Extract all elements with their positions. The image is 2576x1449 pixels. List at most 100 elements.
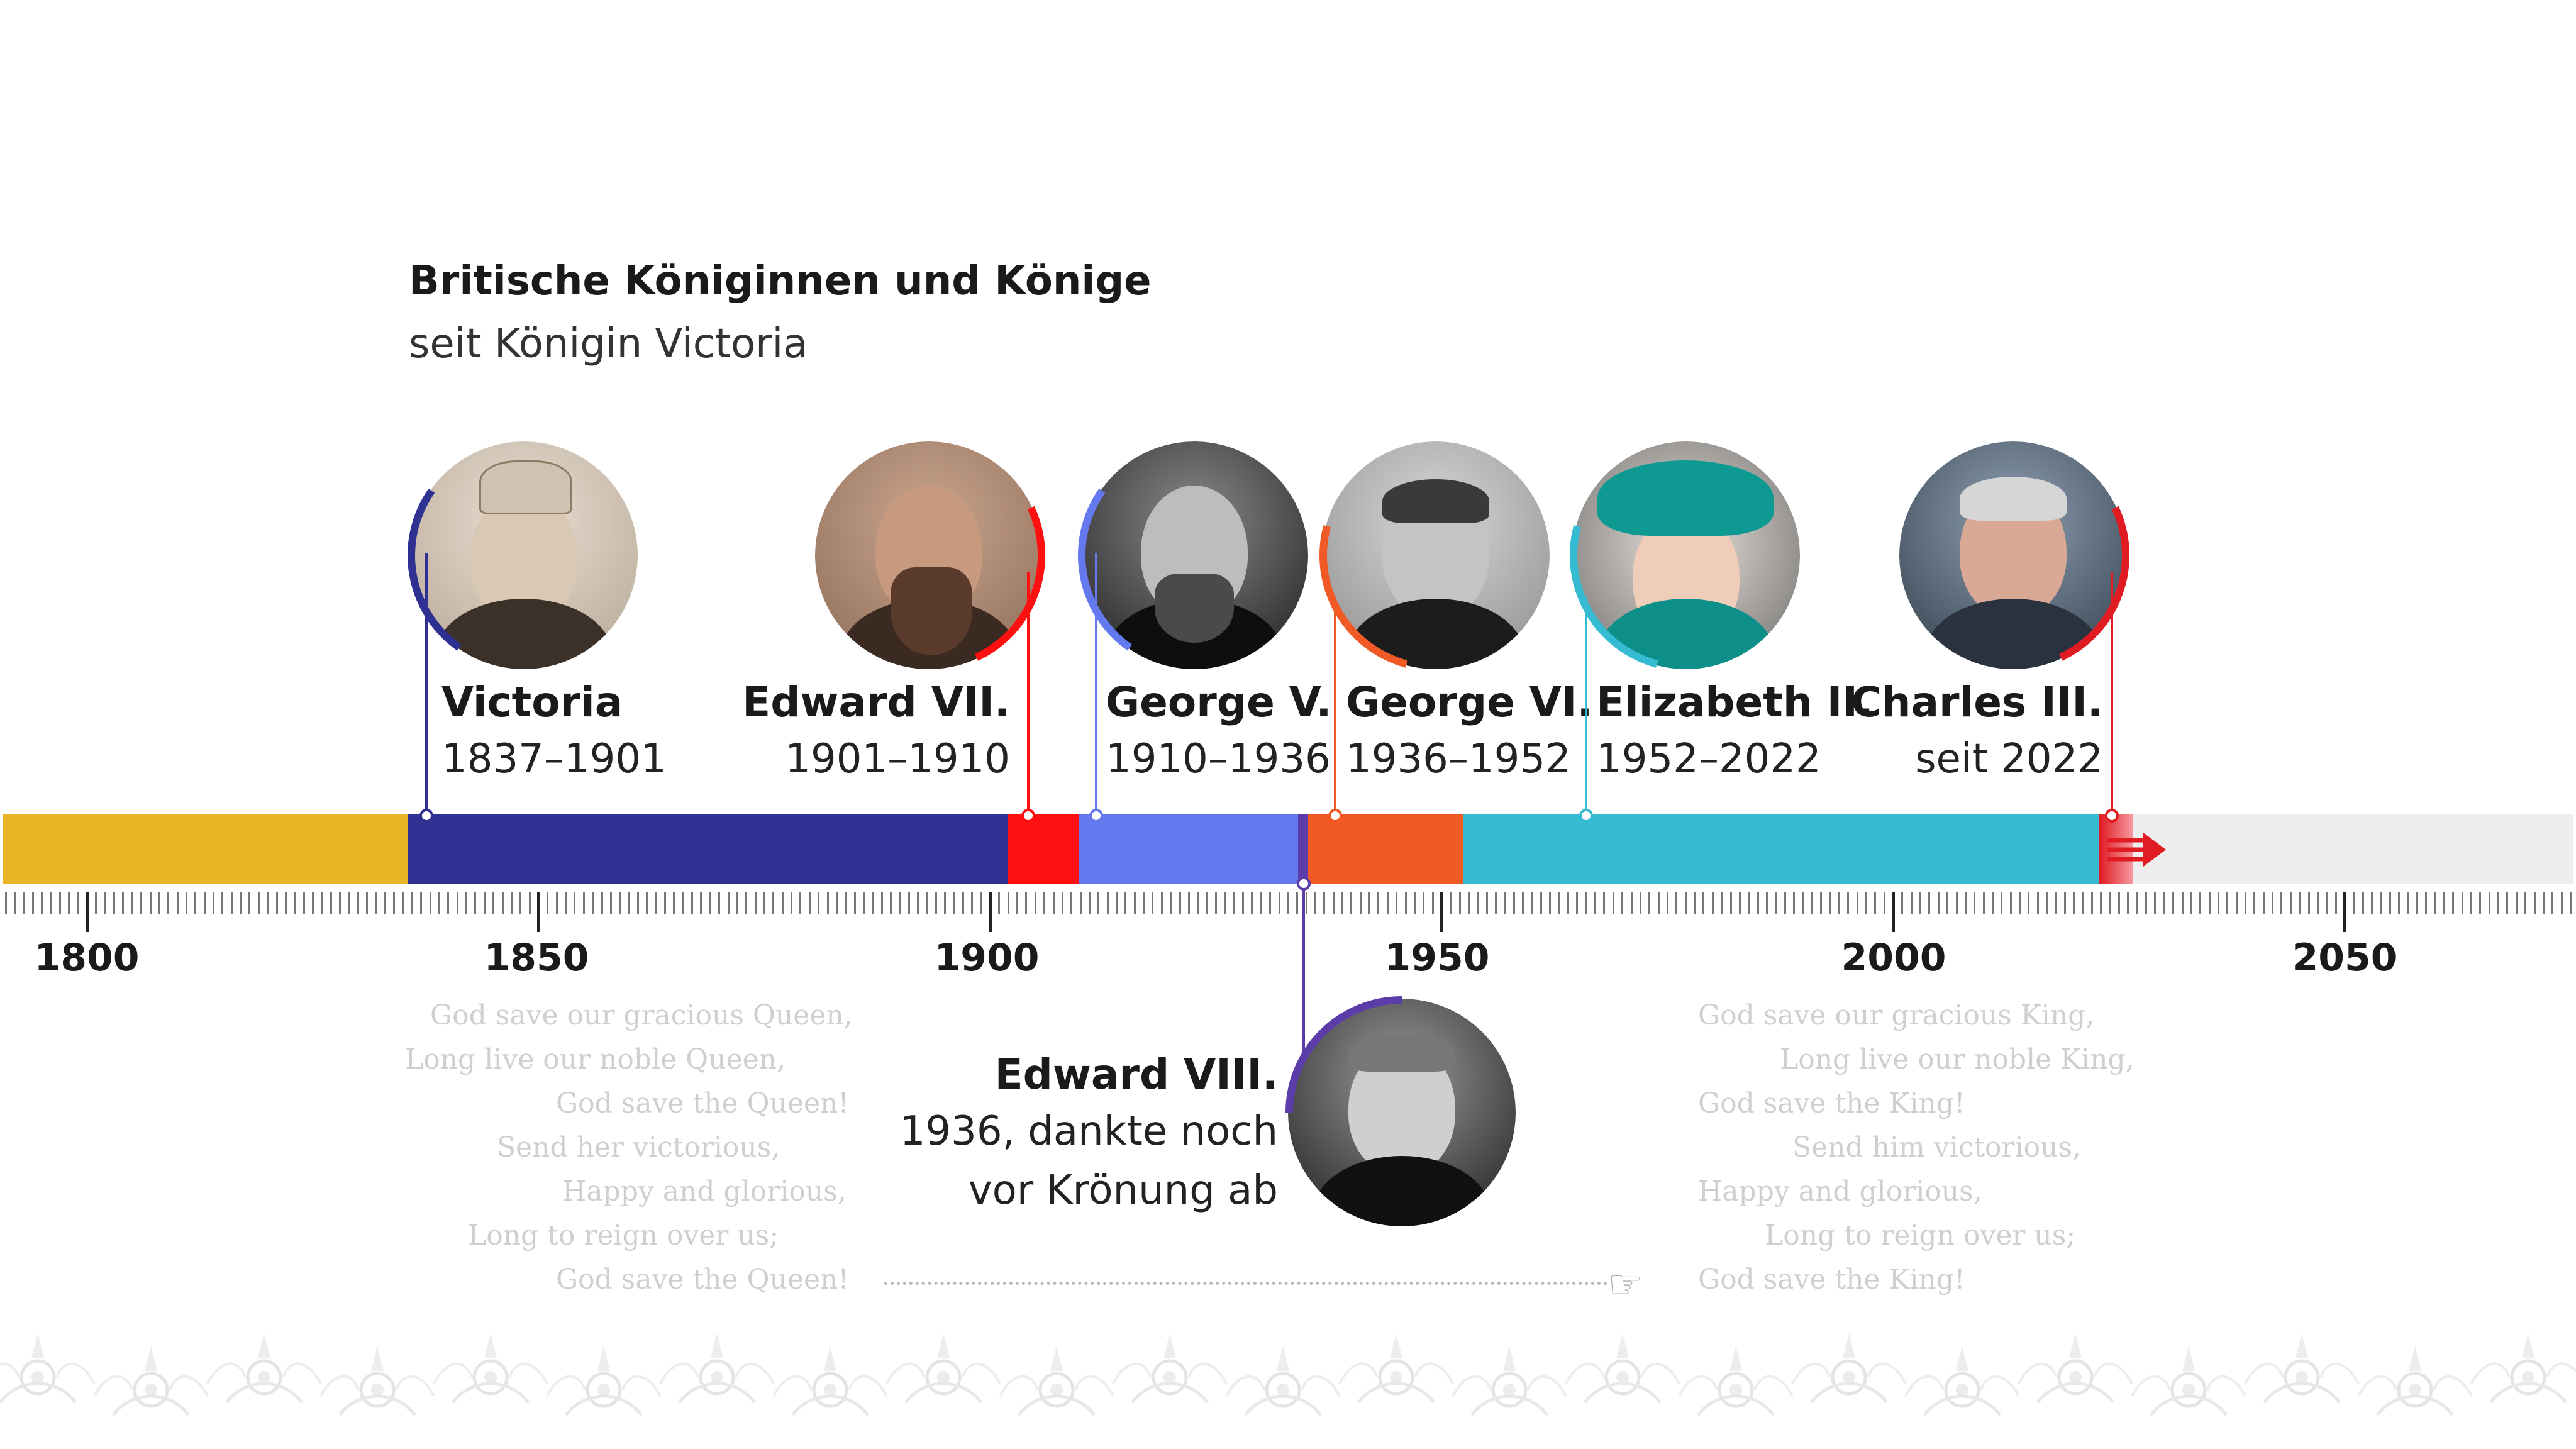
axis-tick <box>2009 892 2012 914</box>
axis-tick <box>2199 892 2202 914</box>
axis-tick <box>456 892 458 914</box>
axis-tick <box>2551 892 2554 914</box>
monarch-years-charles-iii: seit 2022 <box>1915 736 2103 782</box>
axis-tick <box>989 892 992 932</box>
axis-tick <box>1016 892 1019 914</box>
axis-label-2000: 2000 <box>1841 936 1946 980</box>
portrait-elizabeth-ii <box>1572 441 1800 669</box>
axis-tick <box>1025 892 1028 914</box>
axis-tick <box>1784 892 1786 914</box>
axis-tick <box>1088 892 1091 914</box>
connector-george-vi <box>1334 597 1336 815</box>
axis-tick <box>1765 892 1768 914</box>
axis-tick <box>1955 892 1958 914</box>
axis-tick <box>853 892 856 914</box>
axis-tick <box>818 892 820 914</box>
axis-tick <box>492 892 495 914</box>
axis-tick <box>2299 892 2301 914</box>
axis-tick <box>2515 892 2518 914</box>
monarch-years-edward-viii-line2: vor Krönung ab <box>968 1167 1278 1214</box>
reign-bar-edward-vii <box>1008 814 1079 884</box>
axis-tick <box>1639 892 1641 914</box>
timeline-dot-victoria <box>419 809 433 823</box>
axis-tick <box>1287 892 1289 914</box>
axis-tick <box>1775 892 1777 914</box>
axis-tick <box>2362 892 2364 914</box>
axis-tick <box>2245 892 2247 914</box>
portrait-arc-edward-viii <box>1237 948 1567 1277</box>
axis-tick <box>2524 892 2527 914</box>
axis-tick <box>682 892 684 914</box>
axis-tick <box>23 892 25 914</box>
portrait-charles-iii <box>1899 441 2127 669</box>
axis-tick <box>1928 892 1931 914</box>
axis-tick <box>2353 892 2355 914</box>
anthem-queen-line-5: Happy and glorious, <box>562 1175 847 1208</box>
axis-tick <box>86 892 89 932</box>
axis-tick <box>420 892 423 914</box>
axis-tick <box>1160 892 1163 914</box>
axis-tick <box>1450 892 1452 914</box>
axis-tick <box>574 892 576 914</box>
axis-tick <box>1793 892 1796 914</box>
axis-tick <box>294 892 296 914</box>
connector-george-v <box>1095 553 1097 815</box>
monarch-years-george-vi: 1936–1952 <box>1346 736 1571 782</box>
reign-bar-george-vi <box>1308 814 1463 884</box>
axis-tick <box>1206 892 1208 914</box>
axis-tick <box>1621 892 1624 914</box>
axis-tick <box>1757 892 1759 914</box>
axis-tick <box>1829 892 1831 914</box>
axis-tick <box>203 892 206 914</box>
axis-tick <box>2542 892 2545 914</box>
monarch-name-george-v: George V. <box>1106 678 1332 726</box>
axis-tick <box>230 892 233 914</box>
anthem-queen-line-1: God save our gracious Queen, <box>430 999 853 1031</box>
axis-tick <box>1847 892 1850 914</box>
diagram-subtitle: seit Königin Victoria <box>409 321 808 367</box>
axis-tick <box>1133 892 1136 914</box>
portrait-arc-george-vi <box>1277 396 1595 714</box>
axis-tick <box>1296 892 1299 914</box>
portrait-victoria <box>410 441 638 669</box>
axis-tick <box>1124 892 1127 914</box>
monarch-years-victoria: 1837–1901 <box>441 736 667 782</box>
timeline-dot-edward-viii <box>1297 877 1311 891</box>
axis-tick <box>754 892 757 914</box>
axis-tick <box>592 892 594 914</box>
connector-edward-vii <box>1027 572 1030 815</box>
axis-tick <box>2172 892 2175 914</box>
pointing-hand-icon: ☞ <box>1607 1262 1644 1308</box>
axis-tick <box>1504 892 1506 914</box>
axis-tick <box>872 892 874 914</box>
axis-tick <box>2001 892 2003 914</box>
reign-bar-george-v <box>1079 814 1298 884</box>
axis-tick <box>1052 892 1055 914</box>
axis-tick <box>1260 892 1262 914</box>
monarch-name-elizabeth-ii: Elizabeth II. <box>1596 678 1874 726</box>
axis-tick <box>1034 892 1036 914</box>
axis-tick <box>1702 892 1705 914</box>
axis-tick <box>2181 892 2184 914</box>
axis-tick <box>2063 892 2066 914</box>
axis-tick <box>890 892 892 914</box>
axis-tick <box>1811 892 1813 914</box>
axis-tick <box>700 892 702 914</box>
axis-tick <box>2028 892 2030 914</box>
axis-tick <box>1179 892 1181 914</box>
axis-tick <box>1576 892 1579 914</box>
axis-tick <box>167 892 170 914</box>
axis-tick <box>1820 892 1823 914</box>
anthem-queen-line-6: Long to reign over us; <box>468 1219 779 1252</box>
axis-tick <box>321 892 323 914</box>
axis-tick <box>2208 892 2211 914</box>
axis-tick <box>601 892 603 914</box>
axis-tick <box>474 892 477 914</box>
anthem-queen-line-3: God save the Queen! <box>556 1087 850 1119</box>
axis-tick <box>998 892 1001 914</box>
axis-tick <box>2506 892 2509 914</box>
axis-tick <box>41 892 43 914</box>
axis-tick <box>275 892 278 914</box>
timeline-dot-george-v <box>1089 809 1103 823</box>
axis-tick <box>248 892 251 914</box>
